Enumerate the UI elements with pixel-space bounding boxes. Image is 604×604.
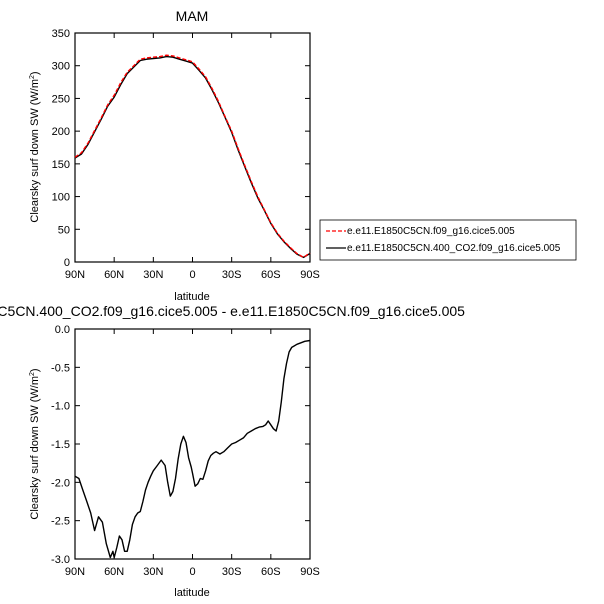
top-series-line-0 bbox=[74, 54, 311, 259]
top-x-tick-label: 30S bbox=[222, 269, 242, 281]
bottom-y-tick-label: 0.0 bbox=[55, 324, 70, 336]
top-x-tick-label: 90S bbox=[300, 269, 320, 281]
bottom-y-tick-label: -1.5 bbox=[51, 439, 70, 451]
bottom-y-tick-label: -3.0 bbox=[51, 554, 70, 566]
top-plot-frame bbox=[74, 32, 311, 263]
bottom-y-axis-label-end: ) bbox=[29, 368, 41, 372]
top-y-axis-label-end: ) bbox=[29, 71, 41, 75]
top-x-tick-label: 0 bbox=[189, 269, 195, 281]
top-y-tick-label: 150 bbox=[52, 159, 70, 171]
legend-label-co2: e.e11.E1850C5CN.400_CO2.f09_g16.cice5.00… bbox=[347, 243, 561, 254]
bottom-x-tick-label: 30N bbox=[143, 566, 163, 578]
bottom-series-lines bbox=[74, 339, 311, 559]
top-chart-title: MAM bbox=[176, 8, 209, 24]
top-y-tick-label: 250 bbox=[52, 93, 70, 105]
top-y-axis-label: Clearsky surf down SW (W/m2) bbox=[29, 71, 41, 222]
legend-box bbox=[319, 219, 577, 261]
bottom-panel: e.e11.E1850C5CN.400_CO2.f09_g16.cice5.00… bbox=[0, 303, 465, 599]
top-series-lines bbox=[74, 54, 311, 259]
bottom-y-tick-label: -0.5 bbox=[51, 362, 70, 374]
bottom-y-tick-label: -1.0 bbox=[51, 401, 70, 413]
top-y-tick-label: 200 bbox=[52, 126, 70, 138]
bottom-x-axis: 90N 60N 30N 0 30S 60S 90S bbox=[65, 329, 320, 578]
bottom-x-tick-label: 30S bbox=[222, 566, 242, 578]
bottom-y-axis-label-main: Clearsky surf down SW (W/m bbox=[29, 376, 41, 520]
bottom-y-axis: 0.0 -0.5 -1.0 -1.5 -2.0 -2.5 -3.0 bbox=[51, 324, 310, 566]
bottom-y-tick-label: -2.0 bbox=[51, 477, 70, 489]
bottom-x-tick-label: 0 bbox=[189, 566, 195, 578]
top-y-axis-label-sup: 2 bbox=[29, 75, 36, 79]
legend-label-control: e.e11.E1850C5CN.f09_g16.cice5.005 bbox=[347, 226, 515, 237]
top-y-tick-label: 0 bbox=[64, 257, 70, 269]
bottom-x-tick-label: 90N bbox=[65, 566, 85, 578]
top-y-tick-label: 300 bbox=[52, 61, 70, 73]
bottom-x-axis-label: latitude bbox=[174, 587, 209, 599]
top-panel: MAM 0 50 100 150 200 250 300 350 90N 60N 30N 0 30S 6… bbox=[29, 8, 577, 303]
top-y-tick-label: 50 bbox=[58, 224, 70, 236]
bottom-y-tick-label: -2.5 bbox=[51, 516, 70, 528]
top-x-tick-label: 60N bbox=[104, 269, 124, 281]
bottom-y-axis-label-sup: 2 bbox=[29, 372, 36, 376]
bottom-plot-frame bbox=[74, 328, 311, 560]
legend: e.e11.E1850C5CN.f09_g16.cice5.005 e.e11.… bbox=[319, 219, 577, 261]
bottom-series-line-0 bbox=[74, 339, 311, 559]
top-y-tick-label: 100 bbox=[52, 192, 70, 204]
top-x-axis-label: latitude bbox=[174, 291, 209, 303]
top-x-tick-label: 90N bbox=[65, 269, 85, 281]
top-series-line-1 bbox=[74, 55, 311, 259]
top-y-axis: 0 50 100 150 200 250 300 350 bbox=[52, 28, 310, 269]
bottom-x-tick-label: 90S bbox=[300, 566, 320, 578]
top-x-tick-label: 60S bbox=[261, 269, 281, 281]
top-y-axis-label-main: Clearsky surf down SW (W/m bbox=[29, 79, 41, 223]
bottom-x-tick-label: 60N bbox=[104, 566, 124, 578]
bottom-chart-title: e.e11.E1850C5CN.400_CO2.f09_g16.cice5.00… bbox=[0, 303, 465, 319]
top-x-tick-label: 30N bbox=[143, 269, 163, 281]
top-y-tick-label: 350 bbox=[52, 28, 70, 40]
top-x-axis: 90N 60N 30N 0 30S 60S 90S bbox=[65, 33, 320, 281]
bottom-y-axis-label: Clearsky surf down SW (W/m2) bbox=[29, 368, 41, 519]
bottom-x-tick-label: 60S bbox=[261, 566, 281, 578]
